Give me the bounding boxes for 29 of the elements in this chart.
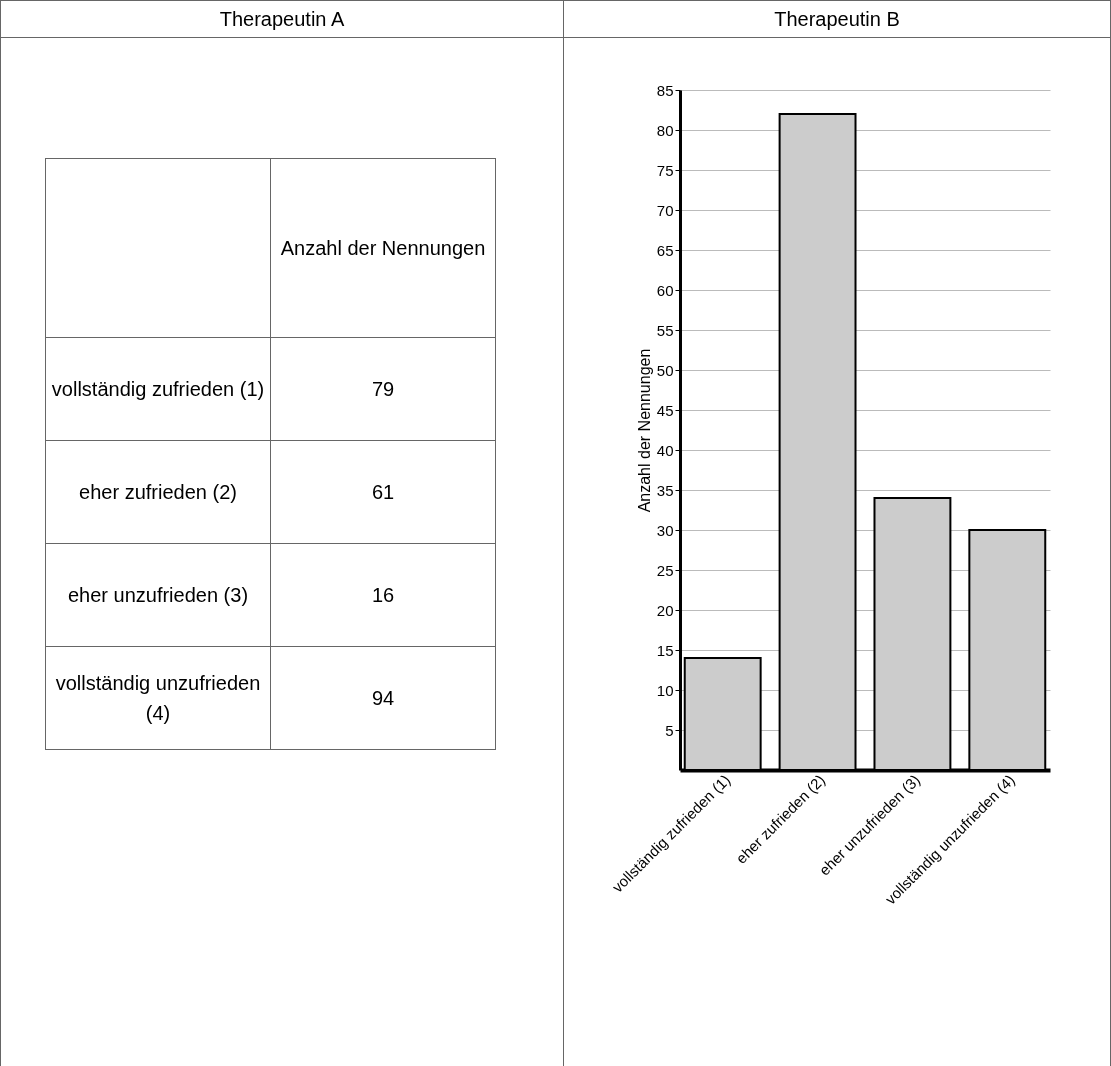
y-tick-label: 40 bbox=[656, 441, 674, 459]
data-label: 16 bbox=[270, 543, 496, 647]
text: Anzahl der Nennungen bbox=[270, 158, 496, 338]
y-tick-label: 85 bbox=[656, 81, 674, 99]
y-tick-label: 65 bbox=[656, 241, 674, 259]
data-label: 79 bbox=[270, 337, 496, 441]
text: Therapeutin A bbox=[1, 1, 563, 38]
y-tick-label: 20 bbox=[656, 601, 674, 619]
category-label: eher unzufrieden (3) bbox=[45, 543, 271, 647]
y-tick-label: 25 bbox=[656, 561, 674, 579]
category-label: eher zufrieden (2) bbox=[45, 440, 271, 544]
y-tick-label: 50 bbox=[656, 361, 674, 379]
y-tick-label: 5 bbox=[665, 721, 674, 739]
y-tick-label: 70 bbox=[656, 201, 674, 219]
category-label: vollständig zufrieden (1) bbox=[45, 337, 271, 441]
data-label: 61 bbox=[270, 440, 496, 544]
y-tick-label: 80 bbox=[656, 121, 674, 139]
y-tick-label: 75 bbox=[656, 161, 674, 179]
y-tick-label: 10 bbox=[656, 681, 674, 699]
category-label: vollständig unzufrieden (4) bbox=[45, 646, 271, 750]
y-tick-label: 30 bbox=[656, 521, 674, 539]
y-tick-label: 55 bbox=[656, 321, 674, 339]
y-tick-label: 35 bbox=[656, 481, 674, 499]
y-tick-label: 45 bbox=[656, 401, 674, 419]
chart-title: Therapeutin B bbox=[564, 1, 1110, 38]
y-tick-label: 15 bbox=[656, 641, 674, 659]
y-axis-title: Anzahl der Nennungen bbox=[635, 348, 653, 513]
y-tick-label: 60 bbox=[656, 281, 674, 299]
data-label: 94 bbox=[270, 646, 496, 750]
